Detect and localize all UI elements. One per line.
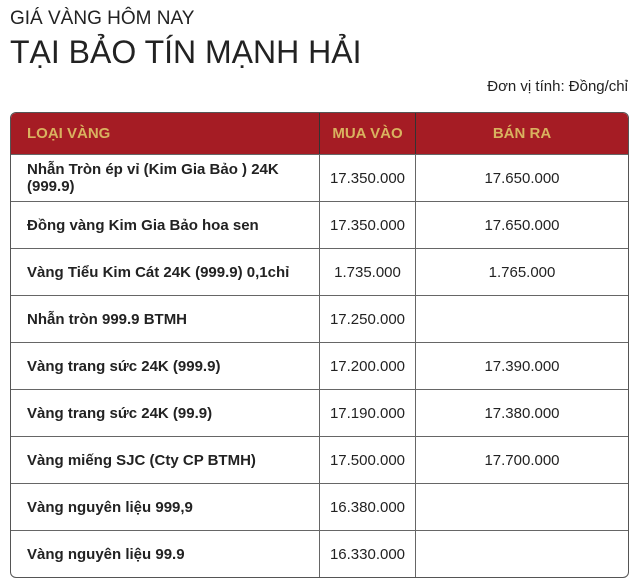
- table-row: Vàng trang sức 24K (999.9) 17.200.000 17.3…: [11, 342, 628, 389]
- gold-type-cell: Đồng vàng Kim Gia Bảo hoa sen: [11, 201, 319, 248]
- table-row: Vàng miếng SJC (Cty CP BTMH) 17.500.000 17…: [11, 436, 628, 483]
- gold-type-cell: Vàng miếng SJC (Cty CP BTMH): [11, 436, 319, 483]
- table-row: Vàng Tiểu Kim Cát 24K (999.9) 0,1chỉ 1.73…: [11, 248, 628, 295]
- sell-price-cell: 17.650.000: [415, 201, 628, 248]
- gold-type-cell: Vàng trang sức 24K (99.9): [11, 389, 319, 436]
- column-header-buy: MUA VÀO: [319, 113, 415, 154]
- column-header-sell: BÁN RA: [415, 113, 628, 154]
- sell-price-cell: 17.700.000: [415, 436, 628, 483]
- column-header-type: LOẠI VÀNG: [11, 113, 319, 154]
- sell-price-cell: [415, 483, 628, 530]
- gold-type-cell: Vàng nguyên liệu 999,9: [11, 483, 319, 530]
- sell-price-cell: 17.380.000: [415, 389, 628, 436]
- sell-price-cell: 17.650.000: [415, 154, 628, 201]
- gold-type-cell: Vàng trang sức 24K (999.9): [11, 342, 319, 389]
- buy-price-cell: 17.350.000: [319, 154, 415, 201]
- sell-price-cell: [415, 295, 628, 342]
- table-row: Nhẫn Tròn ép vỉ (Kim Gia Bảo ) 24K (999.…: [11, 154, 628, 201]
- buy-price-cell: 16.330.000: [319, 530, 415, 577]
- table-header-row: LOẠI VÀNG MUA VÀO BÁN RA: [11, 113, 628, 154]
- buy-price-cell: 17.190.000: [319, 389, 415, 436]
- table-row: Vàng nguyên liệu 999,9 16.380.000: [11, 483, 628, 530]
- unit-label: Đơn vị tính: Đồng/chỉ: [487, 78, 628, 95]
- sell-price-cell: 1.765.000: [415, 248, 628, 295]
- sell-price-cell: [415, 530, 628, 577]
- buy-price-cell: 17.350.000: [319, 201, 415, 248]
- buy-price-cell: 1.735.000: [319, 248, 415, 295]
- gold-type-cell: Nhẫn tròn 999.9 BTMH: [11, 295, 319, 342]
- gold-type-cell: Vàng Tiểu Kim Cát 24K (999.9) 0,1chỉ: [11, 248, 319, 295]
- page-title: TẠI BẢO TÍN MẠNH HẢI: [10, 34, 362, 70]
- gold-type-cell: Vàng nguyên liệu 99.9: [11, 530, 319, 577]
- gold-type-cell: Nhẫn Tròn ép vỉ (Kim Gia Bảo ) 24K (999.…: [11, 154, 319, 201]
- page-subtitle: GIÁ VÀNG HÔM NAY: [10, 8, 195, 29]
- table-row: Đồng vàng Kim Gia Bảo hoa sen 17.350.000 1…: [11, 201, 628, 248]
- table-row: Vàng nguyên liệu 99.9 16.330.000: [11, 530, 628, 577]
- table-row: Nhẫn tròn 999.9 BTMH 17.250.000: [11, 295, 628, 342]
- buy-price-cell: 17.200.000: [319, 342, 415, 389]
- buy-price-cell: 17.250.000: [319, 295, 415, 342]
- sell-price-cell: 17.390.000: [415, 342, 628, 389]
- gold-price-table: LOẠI VÀNG MUA VÀO BÁN RA Nhẫn Tròn ép vỉ…: [10, 112, 629, 578]
- buy-price-cell: 16.380.000: [319, 483, 415, 530]
- table-row: Vàng trang sức 24K (99.9) 17.190.000 17.38…: [11, 389, 628, 436]
- buy-price-cell: 17.500.000: [319, 436, 415, 483]
